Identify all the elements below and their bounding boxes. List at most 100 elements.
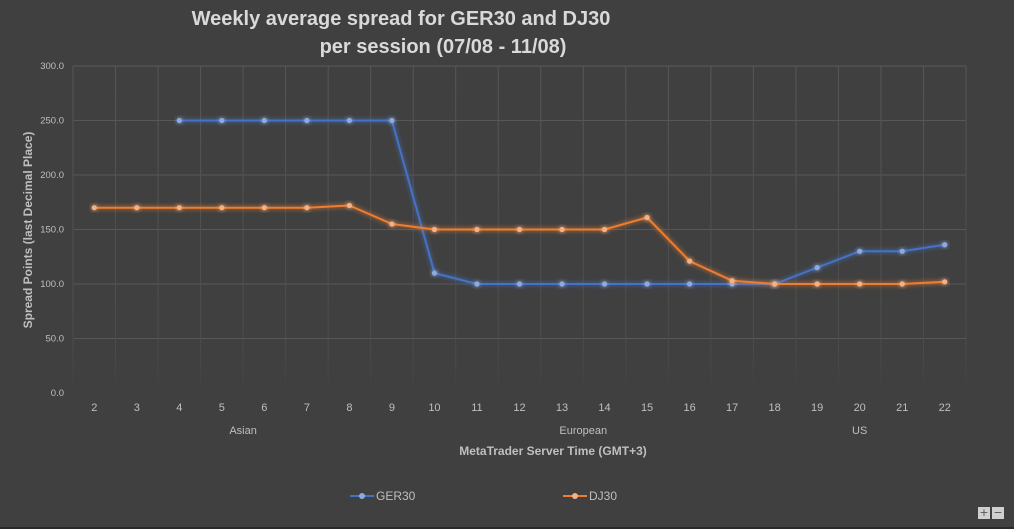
dj30-point-2[interactable] — [91, 205, 97, 211]
x-group-label-european: European — [559, 425, 607, 437]
ger30-point-20[interactable] — [857, 248, 863, 254]
dj30-point-19[interactable] — [814, 281, 820, 287]
ger30-point-5[interactable] — [219, 117, 225, 124]
dj30-point-11[interactable] — [474, 226, 480, 233]
bottom-divider — [0, 527, 1014, 529]
zoom-out-button[interactable]: − — [992, 506, 1004, 519]
v-gridline — [837, 66, 839, 393]
ger30-point-15[interactable] — [644, 281, 650, 287]
y-axis-title: Spread Points (last Decimal Place) — [21, 132, 35, 329]
dj30-point-16[interactable] — [686, 258, 693, 264]
x-tick-label: 17 — [726, 402, 738, 414]
dj30-point-14[interactable] — [601, 226, 608, 233]
y-tick-label: 0.0 — [51, 388, 64, 399]
ger30-point-8[interactable] — [346, 117, 353, 124]
ger30-point-6[interactable] — [261, 117, 267, 124]
dj30-point-21[interactable] — [899, 281, 905, 287]
x-tick-label: 14 — [598, 402, 610, 414]
x-group-label-us: US — [852, 425, 867, 437]
x-tick-label: 10 — [428, 402, 440, 414]
x-tick-label: 18 — [769, 402, 781, 414]
dj30-line — [94, 204, 945, 285]
series-ger30 — [176, 117, 948, 287]
x-axis-title: MetaTrader Server Time (GMT+3) — [459, 444, 647, 458]
legend-item-ger30[interactable]: GER30 — [350, 489, 415, 503]
x-tick-label: 8 — [346, 402, 352, 414]
y-tick-label: 150.0 — [40, 225, 64, 236]
dj30-point-20[interactable] — [857, 281, 863, 287]
zoom-controls: + − — [978, 507, 1004, 519]
v-gridline — [200, 66, 202, 393]
v-gridline — [922, 66, 924, 393]
ger30-point-7[interactable] — [304, 117, 310, 124]
dj30-point-13[interactable] — [559, 226, 565, 233]
legend-item-dj30[interactable]: DJ30 — [563, 489, 617, 503]
zoom-in-button[interactable]: + — [978, 506, 990, 519]
v-gridline — [285, 66, 287, 393]
x-tick-label: 22 — [939, 402, 951, 414]
ger30-point-13[interactable] — [559, 281, 565, 287]
dj30-point-4[interactable] — [176, 205, 182, 211]
v-gridline — [72, 66, 74, 393]
dj30-point-5[interactable] — [219, 205, 225, 211]
x-tick-label: 20 — [854, 402, 866, 414]
x-tick-label: 12 — [513, 402, 525, 414]
ger30-point-12[interactable] — [516, 281, 523, 287]
dj30-point-6[interactable] — [261, 205, 267, 211]
dj30-point-18[interactable] — [772, 281, 778, 287]
legend-label-dj30: DJ30 — [589, 489, 618, 503]
dj30-point-7[interactable] — [304, 205, 310, 211]
ger30-point-16[interactable] — [686, 281, 693, 287]
ger30-point-10[interactable] — [431, 270, 438, 276]
v-gridline — [710, 66, 712, 393]
v-gridline — [880, 66, 882, 393]
dj30-point-17[interactable] — [729, 278, 735, 284]
x-tick-label: 21 — [896, 402, 908, 414]
ger30-point-9[interactable] — [389, 117, 395, 124]
y-tick-label: 50.0 — [46, 334, 65, 345]
dj30-point-12[interactable] — [516, 226, 523, 233]
dj30-point-8[interactable] — [346, 202, 353, 209]
ger30-point-11[interactable] — [474, 281, 480, 287]
chart-subtitle: per session (07/08 - 11/08) — [319, 36, 567, 58]
ger30-point-22[interactable] — [942, 242, 948, 248]
v-gridline — [667, 66, 669, 393]
dj30-point-3[interactable] — [134, 205, 140, 211]
v-gridline — [115, 66, 117, 393]
x-axis-ticks: 2 3 4 5 6 7 8 9 10 11 12 13 14 15 16 17 18 19 20 21 22 — [91, 402, 951, 414]
x-tick-label: 2 — [91, 402, 97, 414]
x-tick-label: 13 — [556, 402, 568, 414]
y-tick-label: 250.0 — [40, 116, 64, 127]
v-gridline — [370, 66, 372, 393]
v-gridline — [412, 66, 414, 393]
x-group-label-asian: Asian — [229, 425, 257, 437]
ger30-point-14[interactable] — [601, 281, 608, 287]
ger30-point-4[interactable] — [176, 117, 182, 124]
x-tick-label: 16 — [683, 402, 695, 414]
v-gridline — [795, 66, 797, 393]
x-axis-groups: Asian European US — [229, 425, 867, 437]
ger30-point-21[interactable] — [899, 248, 905, 254]
x-tick-label: 4 — [176, 402, 182, 414]
legend-label-ger30: GER30 — [376, 489, 416, 503]
x-tick-label: 11 — [471, 402, 482, 414]
x-tick-label: 7 — [304, 402, 310, 414]
y-tick-label: 100.0 — [40, 279, 64, 290]
ger30-point-19[interactable] — [814, 265, 820, 271]
dj30-point-9[interactable] — [389, 221, 395, 227]
dj30-point-10[interactable] — [431, 226, 438, 233]
x-tick-label: 9 — [389, 402, 395, 414]
dj30-legend-line-icon — [563, 493, 587, 499]
series-dj30 — [91, 202, 948, 287]
v-gridline — [625, 66, 627, 393]
x-tick-label: 6 — [261, 402, 267, 414]
v-gridline — [157, 66, 159, 393]
ger30-line — [179, 119, 945, 285]
dj30-point-15[interactable] — [644, 214, 650, 221]
dj30-point-22[interactable] — [942, 279, 948, 285]
y-axis-ticks: 0.0 50.0 100.0 150.0 200.0 250.0 300.0 — [40, 61, 64, 399]
ger30-legend-line-icon — [350, 493, 374, 499]
x-tick-label: 5 — [219, 402, 225, 414]
y-tick-label: 300.0 — [40, 61, 64, 72]
